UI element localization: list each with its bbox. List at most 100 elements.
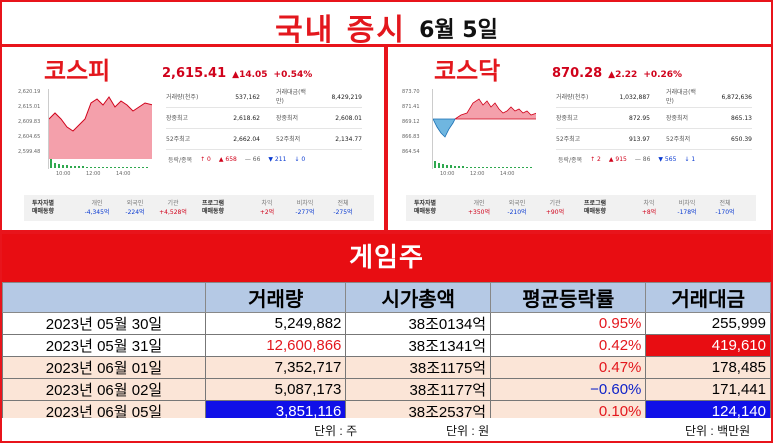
table-header-cell: 거래량: [204, 282, 347, 313]
kosdaq-stat-label: 거래대금(백만): [666, 89, 696, 105]
kosdaq-program-cell: 비차익 -178억: [668, 199, 706, 217]
kospi-flow-label-1: 투자자별: [32, 200, 55, 207]
kosdaq-stat-value: 650.39: [731, 135, 752, 143]
table-cell: 38조1175억: [345, 356, 492, 379]
kosdaq-flow-cell-name: 기관: [549, 200, 561, 207]
kospi-stat-row: 거래량(천주) 537,162 거래대금(백만) 8,429,219: [166, 87, 362, 108]
unit-cap: 단위 : 원: [446, 424, 490, 438]
table-cell: 38조1341억: [345, 334, 492, 357]
table-cell: 5,087,173: [204, 378, 347, 401]
kosdaq-breadth-item: ↓ 1: [684, 156, 696, 163]
kosdaq-area-down: [433, 118, 456, 138]
kosdaq-program-label-1: 프로그램: [584, 200, 607, 207]
game-stock-table: 거래량 시가총액 평균등락률 거래대금 2023년 05월 30일 5,249,882 3…: [2, 282, 771, 423]
kospi-flow-cell-name: 개인: [91, 200, 103, 207]
kosdaq-panel: 코스닥 870.28 ▲2.22 +0.26% 873.70 871.41 869.12…: [388, 47, 771, 230]
kospi-ytick: 2,609.83: [18, 119, 41, 125]
kospi-flow-cell-name: 기관: [167, 200, 179, 207]
page-date: 6월 5일: [419, 18, 498, 43]
kosdaq-stats: 거래량(천주) 1,032,887 거래대금(백만) 6,872,636 장중최고 872…: [556, 87, 752, 150]
kosdaq-stat-value: 6,872,636: [721, 93, 752, 101]
table-header-cell: 거래대금: [645, 282, 771, 313]
kosdaq-ytick: 866.83: [402, 134, 420, 140]
kospi-pct: +0.54%: [273, 70, 313, 80]
kospi-stat-label: 거래량(천주): [166, 93, 199, 101]
kosdaq-area-up: [453, 98, 536, 120]
kosdaq-change: ▲2.22: [608, 70, 638, 80]
kospi-xtick: 12:00: [86, 171, 101, 177]
table-row: 2023년 05월 30일 5,249,882 38조0134억 0.95% 255,9…: [2, 312, 771, 335]
kosdaq-ytick: 871.41: [402, 104, 420, 110]
kosdaq-stat-value: 1,032,887: [619, 93, 650, 101]
kosdaq-stat-row: 거래량(천주) 1,032,887 거래대금(백만) 6,872,636: [556, 87, 752, 108]
kospi-program-cell: 비차익 -277억: [286, 199, 324, 217]
kosdaq-flow-cell-value: -210억: [507, 209, 527, 216]
kospi-change: ▲14.05: [232, 70, 268, 80]
unit-amount: 단위 : 백만원: [685, 424, 751, 438]
kospi-program-cell: 차익 +2억: [248, 199, 286, 217]
kospi-ytick: 2,615.01: [18, 104, 41, 110]
kospi-flow-cell-value: -224억: [125, 209, 145, 216]
kosdaq-flow-cell: 기관 +90억: [536, 199, 574, 217]
kospi-stat-label: 52주최저: [276, 135, 301, 143]
kosdaq-stat-value: 913.97: [629, 135, 650, 143]
kospi-area: [49, 97, 152, 159]
table-cell: 2023년 06월 05일: [2, 400, 206, 423]
kospi-index-line: 2,615.41 ▲14.05 +0.54%: [162, 66, 312, 81]
kosdaq-index: 870.28: [552, 66, 603, 81]
table-cell: 2023년 05월 31일: [2, 334, 206, 357]
kospi-index: 2,615.41: [162, 66, 227, 81]
kosdaq-breadth-item: — 86: [634, 156, 651, 163]
table-cell: 124,140: [645, 400, 771, 423]
header: 국내 증시 6월 5일: [2, 2, 771, 48]
kosdaq-breadth-label: 등락/종목: [558, 157, 583, 164]
kosdaq-flow-cell: 외국인 -210억: [498, 199, 536, 217]
table-header-cell: 평균등락률: [490, 282, 647, 313]
table-cell: 2023년 05월 30일: [2, 312, 206, 335]
kosdaq-xtick: 10:00: [440, 171, 455, 177]
table-cell: 255,999: [645, 312, 771, 335]
kospi-stat-label: 장중최저: [276, 114, 299, 122]
page-title: 국내 증시: [275, 13, 406, 48]
kosdaq-xtick: 14:00: [500, 171, 515, 177]
table-cell: 38조1177억: [345, 378, 492, 401]
table-row: 2023년 06월 01일 7,352,717 38조1175억 0.47% 178,4…: [2, 356, 771, 379]
kosdaq-stat-label: 52주최고: [556, 135, 581, 143]
table-cell: 12,600,866: [204, 334, 347, 357]
kosdaq-program-cell-name: 비차익: [678, 200, 696, 207]
kosdaq-chart: [432, 89, 536, 169]
kospi-ytick: 2,620.19: [18, 89, 41, 95]
table-cell: 0.10%: [490, 400, 647, 423]
kosdaq-breadth-item: ▲ 915: [608, 156, 627, 163]
table-cell: 38조0134억: [345, 312, 492, 335]
kosdaq-index-line: 870.28 ▲2.22 +0.26%: [552, 66, 682, 81]
kosdaq-stat-label: 장중최고: [556, 114, 579, 122]
kospi-program-cell-value: +2억: [259, 209, 275, 216]
table-header-cell: 시가총액: [345, 282, 492, 313]
kospi-flow-cell-value: +4,528억: [159, 209, 187, 216]
table-cell: 419,610: [645, 334, 771, 357]
kospi-stat-row: 장중최고 2,618.62 장중최저 2,608.01: [166, 108, 362, 129]
table-cell: 0.42%: [490, 334, 647, 357]
kosdaq-volume: [434, 161, 532, 168]
kospi-flow-label-2: 매매동향: [32, 208, 55, 215]
kospi-breadth-item: — 66: [244, 156, 261, 163]
table-cell: 0.47%: [490, 356, 647, 379]
table-cell: 2023년 06월 01일: [2, 356, 206, 379]
kospi-xtick: 10:00: [56, 171, 71, 177]
table-body: 2023년 05월 30일 5,249,882 38조0134억 0.95% 255,9…: [2, 312, 771, 423]
kosdaq-ytick: 869.12: [402, 119, 420, 125]
kospi-flow-cell-name: 외국인: [126, 200, 144, 207]
kosdaq-program-cell-value: +8억: [641, 209, 657, 216]
kospi-breadth-item: ▲ 658: [218, 156, 237, 163]
kospi-program-cell-name: 비차익: [296, 200, 314, 207]
kospi-stat-label: 거래대금(백만): [276, 89, 306, 105]
kosdaq-stat-label: 장중최저: [666, 114, 689, 122]
table-row: 2023년 06월 02일 5,087,173 38조1177억 −0.60% 171,…: [2, 378, 771, 401]
unit-volume: 단위 : 주: [314, 424, 358, 438]
kospi-stat-label: 장중최고: [166, 114, 189, 122]
kospi-program-label: 프로그램 매매동향: [202, 200, 248, 216]
kosdaq-flow-label: 투자자별 매매동향: [414, 200, 460, 216]
kosdaq-flow-cell-value: +350억: [468, 209, 490, 216]
